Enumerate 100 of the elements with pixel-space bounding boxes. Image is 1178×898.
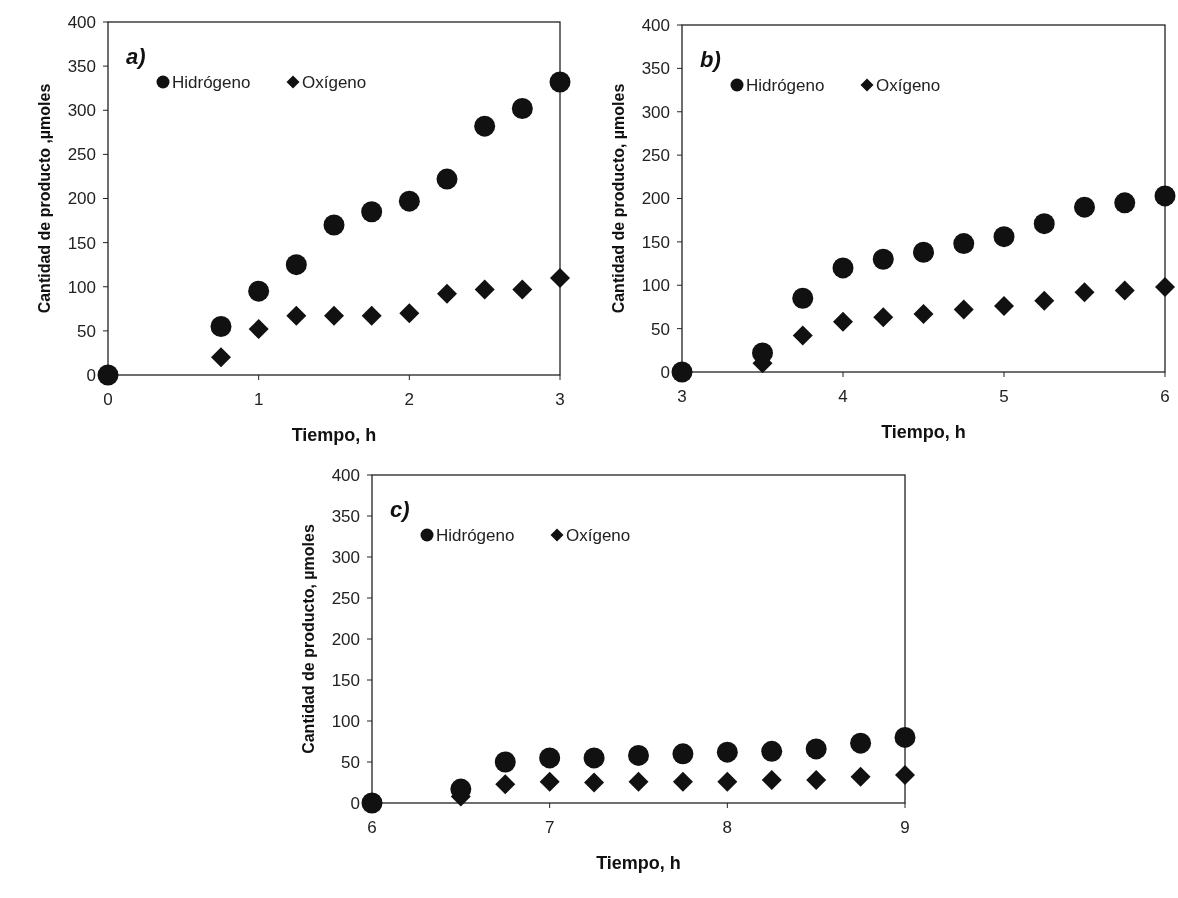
point [1155,276,1175,297]
y-tick-label: 400 [67,12,96,32]
point [474,279,495,300]
point [1114,192,1136,214]
y-tick-label: 50 [341,752,360,772]
y-tick-label: 400 [331,465,360,485]
point [1074,196,1095,218]
point [1034,290,1055,311]
point [399,303,420,324]
point [437,283,457,304]
y-tick-label: 0 [660,362,670,382]
x-tick-label: 7 [544,818,555,837]
point [398,190,420,212]
y-tick-label: 300 [331,547,360,567]
text: a) [126,44,146,69]
point [671,361,693,383]
y-tick-label: 0 [86,365,96,385]
point [873,307,894,328]
text: b) [700,47,721,72]
point [913,241,934,263]
x-tick-label: 5 [999,387,1009,406]
x-tick-label: 6 [367,818,377,837]
legend-label: Hidrógeno [746,75,825,95]
y-tick-label: 200 [641,189,670,209]
point [286,305,307,326]
point [584,772,605,793]
point [361,305,382,326]
point [717,771,738,792]
point [872,248,894,270]
point [895,765,915,786]
y-tick-label: 250 [67,145,96,165]
point [211,347,231,368]
point [628,771,649,792]
x-tick-label: 6 [1160,387,1170,406]
point [323,214,345,236]
y-tick-label: 300 [641,102,670,122]
y-tick-label: 150 [641,232,670,252]
point [474,115,496,137]
point [248,280,270,302]
point [716,741,738,763]
point [361,201,383,223]
x-tick-label: 3 [677,387,687,406]
point [761,770,782,791]
text: c) [390,497,410,522]
x-axis-title: Tiempo, h [291,425,377,445]
y-tick-label: 50 [77,321,96,341]
point [583,747,605,769]
point [894,726,916,748]
y-tick-label: 0 [350,793,360,813]
point [850,766,871,787]
y-tick-label: 250 [641,146,670,166]
point [550,267,570,288]
point [210,315,232,337]
y-tick-label: 350 [67,57,96,77]
y-axis-title: Cantidad de producto ,µmoles [36,83,53,314]
point [953,299,974,320]
point [994,296,1014,317]
point [761,740,783,762]
point [1114,280,1135,301]
point [494,751,516,773]
x-tick-label: 0 [103,390,113,409]
point [850,732,872,754]
y-tick-label: 300 [67,101,96,121]
x-tick-label: 9 [900,818,910,837]
legend-label: Hidrógeno [436,525,515,545]
point [993,226,1015,248]
point [1154,185,1176,207]
point [806,770,827,791]
point [792,287,814,309]
point [913,303,934,324]
legend-label: Oxígeno [302,72,367,92]
point [512,279,533,300]
x-axis-title: Tiempo, h [881,422,966,442]
y-tick-label: 350 [331,506,360,526]
y-tick-label: 100 [331,711,360,731]
legend-label: Oxígeno [876,75,941,95]
y-axis-title: Cantidad de producto, µmoles [610,83,627,314]
point [324,305,344,326]
x-axis-title: Tiempo, h [596,853,681,873]
point [549,71,571,93]
point [97,364,119,386]
point [285,254,307,276]
point [361,792,383,814]
point [248,319,269,340]
y-tick-label: 200 [331,629,360,649]
y-tick-label: 150 [331,670,360,690]
point [672,743,694,765]
x-tick-label: 8 [722,818,733,837]
point [792,325,813,346]
point [672,771,693,792]
y-tick-label: 250 [331,588,360,608]
point [436,168,458,190]
point [1033,213,1055,235]
point [495,774,516,795]
point [953,233,975,255]
y-tick-label: 400 [641,15,670,35]
point [539,771,560,792]
y-tick-label: 200 [67,189,96,209]
point [832,257,854,279]
y-tick-label: 100 [67,277,96,297]
